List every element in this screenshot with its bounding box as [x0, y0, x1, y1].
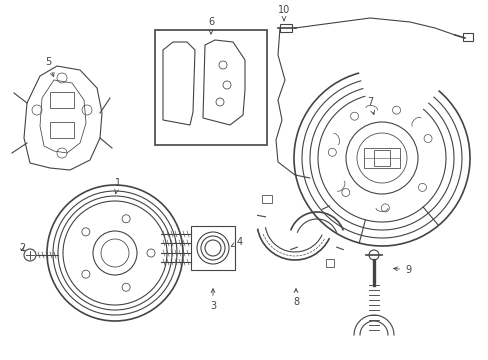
Text: 3: 3 — [209, 289, 216, 311]
Bar — [191, 226, 235, 270]
Text: 6: 6 — [207, 17, 214, 34]
Bar — [462, 33, 472, 41]
Text: 7: 7 — [366, 97, 374, 114]
Bar — [50, 92, 74, 108]
Bar — [280, 24, 291, 32]
Text: 10: 10 — [277, 5, 289, 21]
Bar — [373, 150, 389, 166]
Text: 2: 2 — [19, 243, 25, 253]
Text: 5: 5 — [45, 57, 54, 77]
Bar — [325, 258, 333, 266]
Bar — [363, 148, 399, 168]
Bar — [155, 30, 266, 145]
Text: 9: 9 — [393, 265, 410, 275]
Text: 4: 4 — [231, 237, 243, 247]
Text: 1: 1 — [115, 178, 121, 194]
Bar — [262, 195, 272, 203]
Bar — [50, 122, 74, 138]
Text: 8: 8 — [292, 289, 299, 307]
